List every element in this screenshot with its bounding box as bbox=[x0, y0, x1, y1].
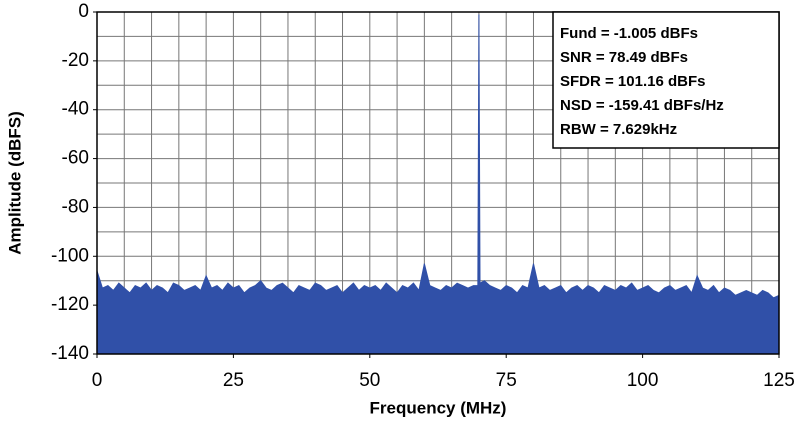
y-tick-label: -100 bbox=[51, 245, 89, 266]
x-axis-label: Frequency (MHz) bbox=[370, 398, 507, 417]
plot-frame bbox=[96, 11, 780, 355]
annotation: SFDR = 101.16 dBFs bbox=[560, 73, 705, 90]
spectrum bbox=[96, 14, 780, 355]
annotation: RBW = 7.629kHz bbox=[560, 121, 677, 138]
x-tick-label: 0 bbox=[92, 370, 103, 391]
x-tick-label: 50 bbox=[359, 370, 380, 391]
x-tick-label: 75 bbox=[496, 370, 517, 391]
annotation: Fund = -1.005 dBFs bbox=[560, 25, 698, 42]
y-tick-label: -120 bbox=[51, 294, 89, 315]
y-tick-label: 0 bbox=[78, 1, 89, 22]
y-axis-label: Amplitude (dBFS) bbox=[5, 111, 24, 255]
x-tick-label: 100 bbox=[627, 370, 659, 391]
y-tick-label: -60 bbox=[62, 148, 89, 169]
y-tick-label: -140 bbox=[51, 343, 89, 364]
annotation-box bbox=[552, 11, 780, 149]
x-tick-label: 125 bbox=[763, 370, 795, 391]
y-tick-label: -40 bbox=[62, 99, 89, 120]
annotation: NSD = -159.41 dBFs/Hz bbox=[560, 97, 724, 114]
y-tick-label: -20 bbox=[62, 50, 89, 71]
annotation: SNR = 78.49 dBFs bbox=[560, 49, 688, 66]
x-tick-label: 25 bbox=[223, 370, 244, 391]
y-tick-label: -80 bbox=[62, 196, 89, 217]
